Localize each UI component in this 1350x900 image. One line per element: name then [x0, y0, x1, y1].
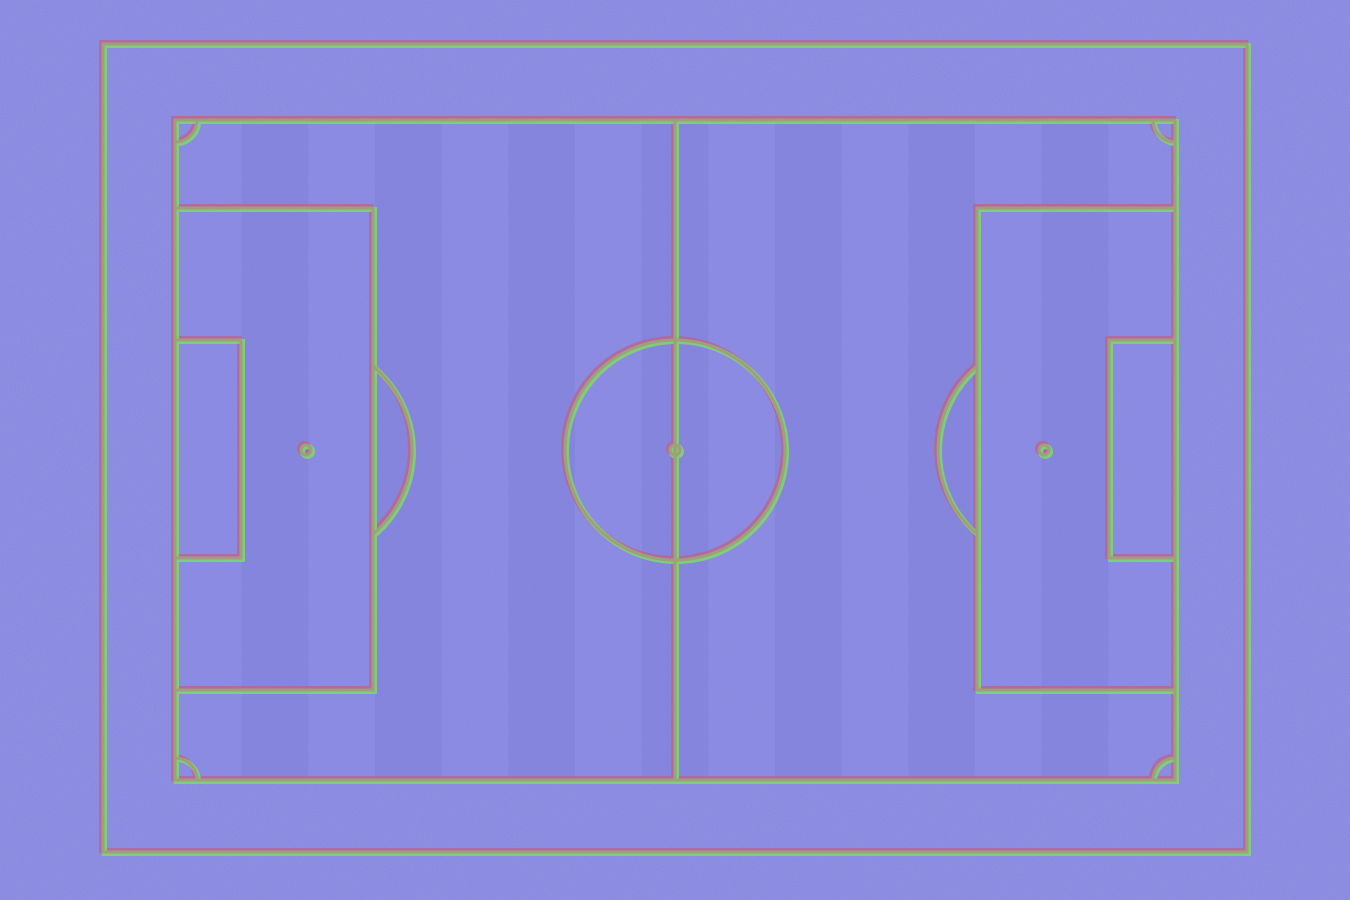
mowing-stripe [308, 120, 375, 780]
corner-arc-bottom-right [1149, 754, 1174, 779]
mowing-stripe [175, 120, 242, 780]
mowing-stripe [975, 120, 1042, 780]
mowing-stripe [575, 120, 642, 780]
center-spot [668, 443, 682, 457]
right-penalty-spot [1037, 443, 1051, 457]
mowing-stripe [1108, 120, 1175, 780]
left-penalty-arc [372, 364, 414, 536]
right-penalty-arc [936, 364, 978, 536]
corner-arc-bottom-left [174, 756, 199, 781]
mowing-stripe [441, 120, 509, 780]
corner-arc-bottom-right [1152, 757, 1177, 782]
pitch-lines [101, 42, 1249, 854]
mowing-stripes [175, 120, 1175, 780]
center-circle [563, 338, 787, 562]
right-goal-area [1107, 338, 1177, 560]
corner-arc-top-right [1151, 119, 1176, 144]
mowing-stripe [708, 120, 775, 780]
outer-border [101, 42, 1249, 854]
corner-arc-top-left [174, 119, 199, 144]
corner-arc-top-left [176, 121, 201, 146]
left-goal-area [173, 338, 243, 560]
mowing-stripe [841, 120, 909, 780]
corner-arc-bottom-right [1151, 756, 1176, 781]
left-penalty-spot [299, 443, 313, 457]
